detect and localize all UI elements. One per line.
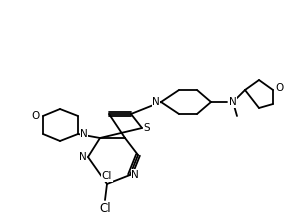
Text: N: N: [152, 97, 160, 107]
Text: Cl: Cl: [99, 201, 111, 214]
Text: N: N: [80, 129, 88, 139]
Text: N: N: [229, 97, 237, 107]
Text: O: O: [32, 111, 40, 121]
Text: O: O: [276, 83, 284, 93]
Text: N: N: [131, 170, 139, 180]
Text: S: S: [144, 123, 150, 133]
Text: N: N: [79, 152, 87, 162]
Text: Cl: Cl: [102, 171, 112, 181]
